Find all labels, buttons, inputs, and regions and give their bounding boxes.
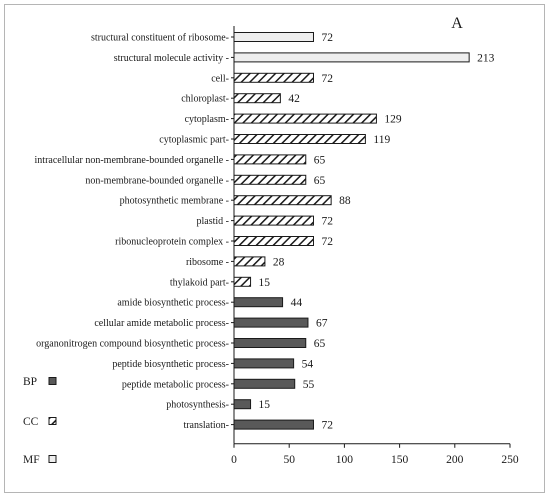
bar-cc	[233, 256, 266, 267]
x-tick-label: 0	[231, 454, 237, 466]
category-label: cytoplasmic part-	[159, 135, 229, 146]
category-label: photosynthetic membrane -	[120, 196, 229, 207]
category-label: cytoplasm-	[185, 114, 229, 125]
data-label: 67	[316, 318, 328, 330]
category-label: thylakoid part-	[170, 277, 229, 288]
bar-cc	[233, 72, 314, 83]
bar-cc	[233, 215, 314, 226]
data-label: 88	[339, 195, 351, 207]
bar-bp	[233, 358, 295, 369]
data-label: 55	[303, 379, 315, 391]
data-label: 54	[302, 358, 314, 370]
data-label: 72	[321, 236, 333, 248]
bar-mf	[233, 52, 470, 63]
bar-cc	[233, 154, 307, 165]
category-label: intracellular non-membrane-bounded organ…	[35, 155, 229, 166]
category-label: peptide biosynthetic process-	[112, 359, 229, 370]
legend-label: CC	[23, 416, 39, 428]
x-tick-label: 100	[336, 454, 354, 466]
bar-cc	[233, 195, 332, 206]
bars: structural constituent of ribosome- 72 str…	[35, 32, 495, 432]
category-label: photosynthesis-	[166, 400, 229, 411]
category-label: ribosome -	[186, 257, 229, 268]
x-tick-label: 200	[446, 454, 464, 466]
bar-cc	[233, 174, 307, 185]
data-label: 65	[314, 175, 326, 187]
bar-bp	[233, 419, 314, 430]
category-label: structural molecule activity -	[114, 53, 229, 64]
legend-label: BP	[23, 376, 37, 388]
bar-bp	[233, 399, 252, 410]
x-tick-label: 250	[501, 454, 519, 466]
data-label: 72	[321, 216, 333, 228]
bar-cc	[233, 236, 314, 246]
category-label: translation-	[183, 420, 229, 431]
data-label: 65	[314, 154, 326, 166]
legend-swatch	[48, 417, 57, 425]
data-label: 72	[321, 32, 333, 44]
data-label: 129	[384, 114, 402, 126]
bar-mf	[233, 32, 314, 42]
bar-bp	[233, 297, 284, 308]
category-label: amide biosynthetic process-	[117, 298, 229, 309]
bar-cc	[233, 134, 366, 144]
bar-bp	[233, 338, 307, 348]
axes: 0 50 100 150 200 250	[231, 26, 519, 466]
bar-bp	[233, 317, 309, 328]
bar-bp	[233, 378, 296, 389]
data-label: 15	[259, 277, 271, 289]
category-label: peptide metabolic process-	[122, 379, 229, 390]
data-label: 15	[259, 399, 271, 411]
data-label: 44	[291, 297, 303, 309]
data-label: 65	[314, 338, 326, 350]
data-label: 72	[321, 420, 333, 432]
category-label: cell-	[211, 73, 229, 84]
x-tick-label: 150	[391, 454, 409, 466]
category-label: cellular amide metabolic process-	[94, 318, 229, 329]
legend-swatch	[48, 377, 57, 385]
category-label: organonitrogen compound biosynthetic pro…	[36, 339, 229, 350]
x-tick-label: 50	[283, 454, 295, 466]
data-label: 28	[273, 256, 285, 268]
data-label: 42	[288, 93, 300, 105]
category-label: plastid -	[197, 216, 230, 227]
panel-label: A	[451, 15, 463, 32]
legend-label: MF	[23, 454, 40, 466]
category-label: ribonucleoprotein complex -	[115, 237, 229, 248]
bar-cc	[233, 276, 252, 287]
category-label: chloroplast-	[181, 94, 229, 105]
figure-frame	[4, 4, 545, 493]
data-label: 72	[321, 73, 333, 85]
legend: BP CC MF	[23, 376, 57, 466]
category-label: non-membrane-bounded organelle -	[85, 175, 229, 186]
category-label: structural constituent of ribosome-	[91, 33, 229, 44]
legend-swatch	[48, 455, 57, 463]
data-label: 213	[477, 52, 495, 64]
data-label: 119	[373, 134, 390, 146]
bar-cc	[233, 93, 281, 104]
bar-cc	[233, 113, 377, 124]
